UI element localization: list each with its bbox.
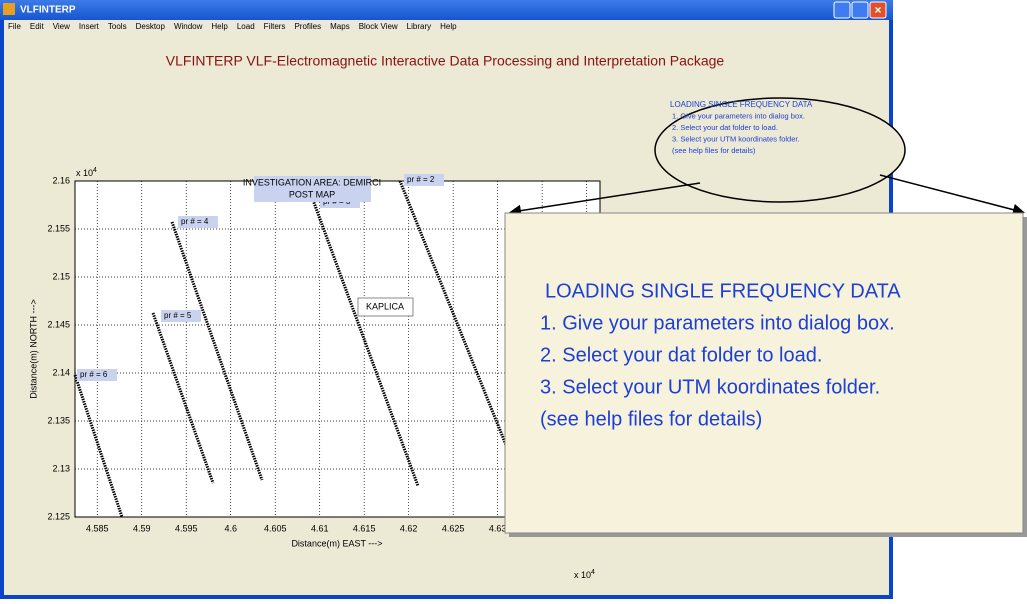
pointer-line (509, 182, 701, 217)
x-axis-label: Distance(m) EAST ---> (291, 538, 382, 548)
x-tick-label: 4.605 (264, 523, 287, 533)
menu-item[interactable]: Block View (359, 22, 398, 31)
app-title: VLFINTERP VLF-Electromagnetic Interactiv… (166, 53, 725, 69)
x-tick-label: 4.6 (224, 523, 237, 533)
place-label: KAPLICA (366, 301, 404, 311)
y-tick-label: 2.135 (47, 415, 70, 425)
app-icon (3, 3, 15, 15)
note-line: 1. Give your parameters into dialog box. (672, 111, 805, 120)
note-line: 2. Select your dat folder to load. (672, 123, 778, 132)
x-tick-label: 4.585 (86, 523, 109, 533)
menu-item[interactable]: Help (440, 22, 457, 31)
callout-line: 1. Give your parameters into dialog box. (540, 312, 895, 334)
plot-title: POST MAP (289, 189, 335, 199)
plot-title-box (254, 176, 371, 202)
note-line: LOADING SINGLE FREQUENCY DATA (670, 100, 813, 109)
profile-label: pr # = 4 (181, 217, 209, 226)
menu-item[interactable]: Maps (330, 22, 350, 31)
menu-item[interactable]: Desktop (136, 22, 166, 31)
menu-item[interactable]: Window (174, 22, 203, 31)
profile-label-box (404, 174, 444, 186)
y-tick-label: 2.155 (47, 223, 70, 233)
menu-item[interactable]: Insert (79, 22, 100, 31)
pointer-line (879, 174, 1025, 216)
profile-label-box (161, 310, 201, 322)
profile-trace (398, 180, 514, 461)
profile-label: pr # = 6 (80, 370, 108, 379)
profile-trace (151, 312, 215, 484)
callout-box (504, 212, 1024, 534)
menu-item[interactable]: Filters (264, 22, 286, 31)
menu-item[interactable]: Tools (108, 22, 127, 31)
profile-label-box (178, 216, 218, 228)
note-ellipse (654, 97, 906, 203)
callout-line: (see help files for details) (540, 408, 762, 430)
y-tick-label: 2.14 (52, 367, 70, 377)
close-button[interactable] (869, 1, 887, 19)
title-bar (0, 0, 893, 20)
profile-label: pr # = 5 (164, 311, 192, 320)
note-line: (see help files for details) (672, 146, 756, 155)
note-line: 3. Select your UTM koordinates folder. (672, 134, 800, 143)
menu-item[interactable]: Profiles (294, 22, 321, 31)
place-label-box (357, 297, 414, 317)
close-icon: × (874, 3, 881, 17)
menu-item[interactable]: File (8, 22, 21, 31)
menu-item[interactable]: Help (211, 22, 228, 31)
maximize-button[interactable] (851, 1, 869, 19)
window-title: VLFINTERP (20, 5, 76, 16)
x-tick-label: 4.63 (489, 523, 507, 533)
callout-line: 2. Select your dat folder to load. (540, 344, 822, 366)
menu-item[interactable]: Load (237, 22, 255, 31)
x-tick-label: 4.61 (311, 523, 329, 533)
menu-item[interactable]: Library (407, 22, 431, 31)
x-tick-label: 4.59 (133, 523, 151, 533)
x-exponent: x 104 (574, 569, 595, 581)
x-tick-label: 4.62 (400, 523, 418, 533)
y-exponent: x 104 (76, 167, 97, 179)
y-tick-label: 2.16 (52, 175, 70, 185)
y-tick-label: 2.145 (47, 319, 70, 329)
profile-label: pr # = 2 (407, 175, 435, 184)
callout-line: LOADING SINGLE FREQUENCY DATA (545, 280, 901, 302)
x-tick-label: 4.615 (353, 523, 376, 533)
profile-label-box (77, 369, 117, 381)
y-tick-label: 2.13 (52, 463, 70, 473)
profile-trace (170, 221, 264, 481)
y-tick-label: 2.15 (52, 271, 70, 281)
x-tick-label: 4.595 (175, 523, 198, 533)
plot-title: INVESTIGATION AREA: DEMIRCI (243, 177, 381, 187)
menu-item[interactable]: Edit (30, 22, 45, 31)
callout-line: 3. Select your UTM koordinates folder. (540, 376, 880, 398)
menu-bar (4, 20, 889, 33)
menu-item[interactable]: View (53, 22, 70, 31)
y-tick-label: 2.125 (47, 511, 70, 521)
x-tick-label: 4.625 (442, 523, 465, 533)
y-axis-label: Distance(m) NORTH ---> (28, 299, 38, 399)
profile-trace (311, 199, 420, 487)
minimize-button[interactable] (833, 1, 851, 19)
